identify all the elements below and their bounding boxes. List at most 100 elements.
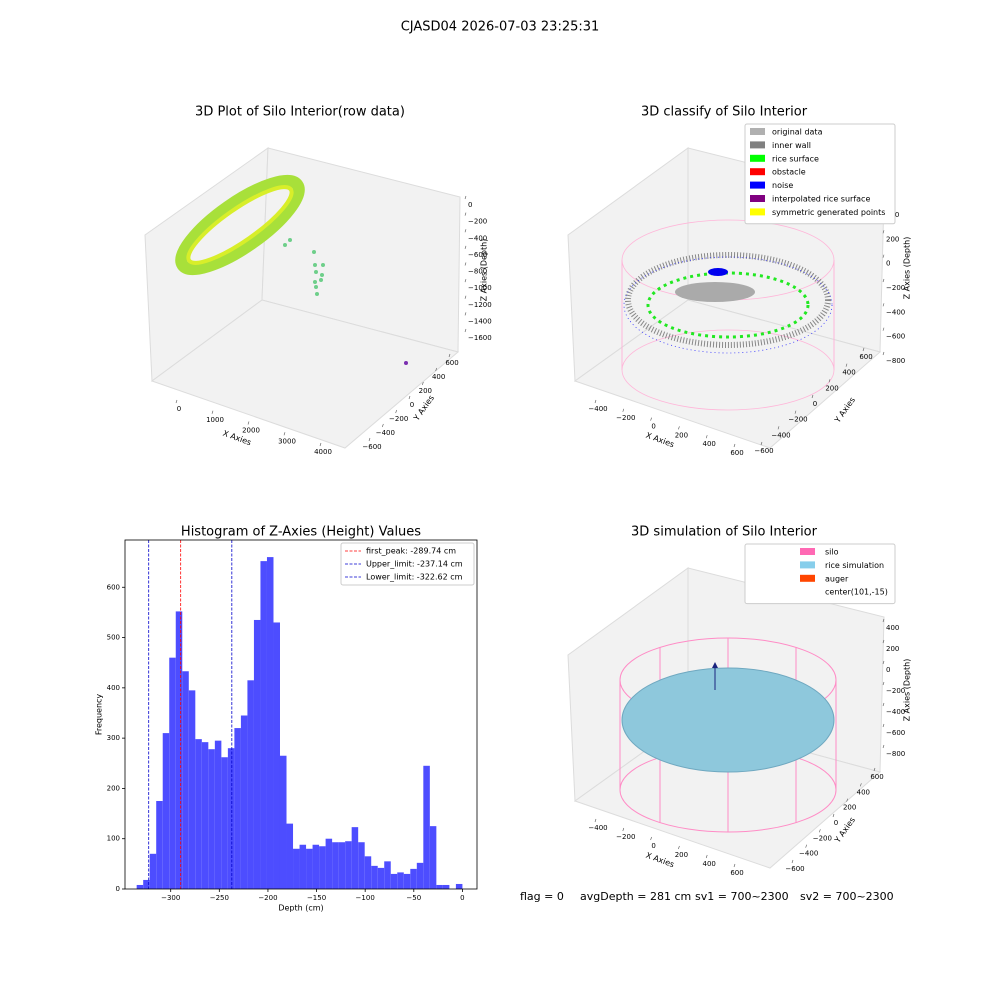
tick-mark bbox=[395, 409, 397, 414]
tick-mark bbox=[464, 262, 467, 266]
tick-mark bbox=[733, 863, 736, 868]
tick-mark bbox=[882, 618, 885, 623]
z-tick-label: −1200 bbox=[468, 301, 492, 309]
z-tick-label: 200 bbox=[886, 235, 899, 243]
tick-mark bbox=[283, 432, 286, 436]
y-tick-label: −600 bbox=[754, 447, 773, 455]
tick-mark bbox=[464, 312, 467, 316]
y-tick-label: 200 bbox=[107, 784, 120, 792]
bar bbox=[286, 823, 294, 889]
x-tick-label: −200 bbox=[616, 833, 635, 841]
legend-swatch bbox=[750, 128, 765, 135]
y-tick-label: 200 bbox=[825, 384, 838, 392]
x-tick-label: 3000 bbox=[278, 437, 296, 445]
bar bbox=[143, 879, 150, 889]
x-tick-label: −300 bbox=[161, 894, 180, 902]
x-tick-label: −400 bbox=[588, 405, 607, 413]
y-tick-label: −400 bbox=[376, 429, 395, 437]
legend-swatch bbox=[800, 561, 815, 569]
tick-mark bbox=[882, 278, 885, 283]
tick-mark bbox=[733, 443, 736, 448]
z-tick-label: −1000 bbox=[468, 284, 492, 292]
tick-mark bbox=[805, 844, 807, 848]
y-tick-label: −200 bbox=[788, 416, 807, 424]
y-tick-label: 300 bbox=[107, 734, 120, 742]
y-tick-label: 0 bbox=[834, 819, 838, 827]
tick-mark bbox=[794, 410, 797, 414]
bar bbox=[455, 883, 463, 889]
legend-swatch bbox=[750, 195, 765, 202]
z-tick-label: −200 bbox=[468, 218, 487, 226]
tick-mark bbox=[882, 639, 885, 644]
tick-mark bbox=[464, 212, 467, 216]
legend-label: Lower_limit: -322.62 cm bbox=[366, 573, 463, 582]
y-tick-label: 600 bbox=[107, 583, 120, 591]
y-tick-label: −600 bbox=[362, 443, 381, 451]
tick-mark bbox=[594, 818, 597, 823]
legend-swatch bbox=[750, 181, 765, 189]
y-tick-label: 500 bbox=[107, 634, 120, 642]
legend-label: interpolated rice surface bbox=[772, 195, 870, 204]
tick-mark bbox=[832, 813, 835, 818]
legend-swatch bbox=[800, 588, 815, 596]
legend-label: silo bbox=[825, 548, 839, 557]
tick-mark bbox=[678, 845, 680, 850]
tick-mark bbox=[622, 408, 625, 412]
z-tick-label: 0 bbox=[886, 260, 890, 268]
tick-mark bbox=[448, 353, 451, 358]
tick-mark bbox=[819, 829, 821, 833]
bar bbox=[351, 827, 359, 889]
tick-mark bbox=[678, 426, 680, 430]
z-tick-label: −200 bbox=[886, 284, 905, 292]
legend-box bbox=[340, 542, 475, 586]
z-axis-label: Z Axies (Depth) bbox=[903, 659, 912, 722]
z-tick-label: −200 bbox=[886, 687, 905, 695]
tick-mark bbox=[882, 723, 885, 728]
status-text: sv2 = 700~2300 bbox=[800, 890, 894, 903]
legend-label: inner wall bbox=[772, 141, 811, 150]
bar bbox=[312, 844, 320, 889]
tick-mark bbox=[882, 254, 885, 258]
bar bbox=[410, 868, 417, 889]
bar bbox=[377, 867, 385, 889]
z-tick-label: −400 bbox=[886, 308, 905, 316]
tick-mark bbox=[882, 702, 885, 707]
bar bbox=[429, 826, 437, 889]
panel-title: 3D classify of Silo Interior bbox=[641, 105, 808, 120]
y-tick-label: −200 bbox=[389, 415, 408, 423]
bar bbox=[188, 690, 196, 889]
x-tick-label: 400 bbox=[703, 440, 716, 448]
tick-mark bbox=[368, 437, 371, 442]
z-tick-label: −600 bbox=[468, 251, 487, 259]
z-tick-label: −1400 bbox=[468, 317, 492, 325]
legend-box bbox=[744, 543, 896, 605]
y-tick-label: −600 bbox=[785, 865, 804, 873]
legend-label: center(101,-15) bbox=[825, 588, 888, 597]
plot-frame bbox=[124, 539, 478, 890]
z-axis-label: Z Axies (Depth) bbox=[903, 237, 912, 300]
tick-mark bbox=[464, 279, 467, 283]
bar bbox=[358, 842, 365, 889]
tick-mark bbox=[211, 410, 214, 414]
z-tick-label: −800 bbox=[468, 268, 487, 276]
legend-swatch bbox=[800, 574, 815, 582]
bar bbox=[299, 844, 307, 889]
tick-mark bbox=[464, 229, 467, 233]
silo-simulation bbox=[619, 637, 837, 833]
tick-mark bbox=[382, 423, 384, 428]
x-tick-label: 200 bbox=[675, 431, 688, 439]
tick-mark bbox=[882, 660, 885, 665]
z-tick-label: −400 bbox=[468, 234, 487, 242]
point-cloud bbox=[175, 174, 408, 365]
tick-mark bbox=[873, 767, 876, 772]
bar bbox=[149, 853, 157, 889]
tick-mark bbox=[705, 854, 708, 859]
tick-mark bbox=[464, 328, 467, 333]
panel-title: Histogram of Z-Axies (Height) Values bbox=[181, 525, 421, 540]
legend-label: noise bbox=[772, 181, 793, 190]
x-tick-label: 400 bbox=[703, 860, 716, 868]
z-tick-label: −800 bbox=[886, 357, 905, 365]
tick-mark bbox=[594, 399, 597, 404]
x-tick-label: 600 bbox=[730, 869, 743, 877]
x-axis-label: Depth (cm) bbox=[278, 904, 323, 913]
